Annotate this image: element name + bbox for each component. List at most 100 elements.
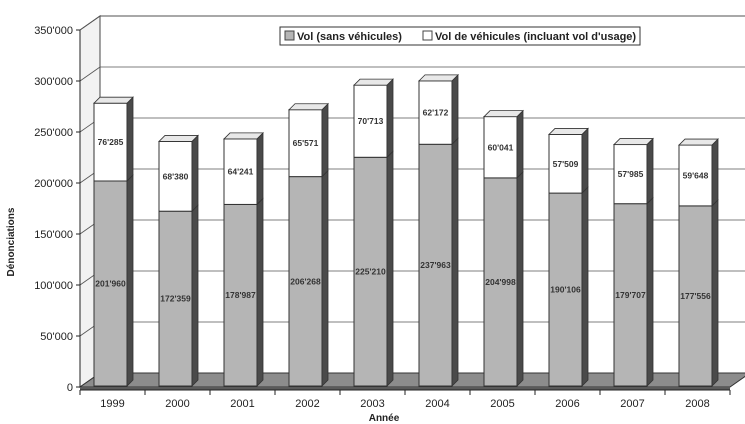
bar-theft <box>678 198 719 387</box>
bar-group-2003: 225'210 70'713 <box>353 78 394 387</box>
y-tick-label: 250'000 <box>34 127 73 139</box>
data-label-vehicle-theft: 68'380 <box>163 171 189 181</box>
bar-theft-side <box>191 204 199 387</box>
bar-theft-front <box>223 203 258 387</box>
data-label-vehicle-theft: 57'509 <box>553 159 579 169</box>
gridline-side <box>79 66 101 82</box>
bar-vehicle-theft-side <box>126 96 134 182</box>
x-tick-label: 2001 <box>230 398 254 410</box>
bar-top-cap <box>418 74 459 82</box>
y-axis: 0 50'000 100'000 150'000 200'000 250'000 300'0… <box>34 25 81 394</box>
data-label-vehicle-theft: 65'571 <box>293 138 319 148</box>
data-label-theft: 237'963 <box>420 260 451 270</box>
y-tick-label: 100'000 <box>34 280 73 292</box>
data-label-theft: 190'106 <box>550 285 581 295</box>
bar-theft <box>93 174 134 387</box>
y-tick-label: 150'000 <box>34 229 73 241</box>
legend-swatch-theft <box>284 30 295 41</box>
data-label-theft: 177'556 <box>680 291 711 301</box>
legend: Vol (sans véhicules) Vol de véhicules (i… <box>279 26 641 46</box>
bar-theft-front <box>678 205 713 387</box>
bar-vehicle-theft <box>288 102 329 178</box>
bar-group-2008: 177'556 59'648 <box>678 138 719 387</box>
legend-box <box>279 26 641 46</box>
bar-theft-side <box>321 169 329 387</box>
data-label-vehicle-theft: 62'172 <box>423 108 449 118</box>
legend-swatch-vehicle-theft <box>422 30 433 41</box>
bar-vehicle-theft-front <box>548 133 583 194</box>
bar-theft-side <box>516 170 524 387</box>
bar-top-cap <box>483 110 524 118</box>
bar-group-2006: 190'106 57'509 <box>548 127 589 387</box>
bar-vehicle-theft <box>223 131 264 206</box>
x-tick-label: 2008 <box>685 398 709 410</box>
y-tick-label: 0 <box>67 382 73 394</box>
legend-label-theft: Vol (sans véhicules) <box>297 31 402 43</box>
x-tick-label: 2004 <box>425 398 449 410</box>
bar-vehicle-theft-front <box>158 140 193 212</box>
data-label-theft: 206'268 <box>290 276 321 286</box>
bar-top-cap <box>613 138 654 145</box>
bar-theft <box>353 150 394 387</box>
x-tick-label: 2006 <box>555 398 579 410</box>
x-tick-label: 2002 <box>295 398 319 410</box>
bar-theft-side <box>711 198 719 387</box>
bar-top-cap <box>678 138 719 146</box>
bar-theft <box>223 197 264 387</box>
bar-group-2001: 178'987 64'241 <box>223 131 264 387</box>
bar-vehicle-theft-side <box>386 78 394 159</box>
bar-theft-side <box>386 150 394 387</box>
y-tick-label: 50'000 <box>40 331 73 343</box>
y-tick-label: 200'000 <box>34 178 73 190</box>
bar-vehicle-theft-side <box>646 137 654 205</box>
data-label-theft: 204'998 <box>485 277 516 287</box>
bar-theft <box>613 196 654 387</box>
bar-top-cap <box>288 103 329 111</box>
y-tick-label: 300'000 <box>34 76 73 88</box>
bar-top-cap <box>158 135 199 142</box>
bar-group-2004: 237'963 62'172 <box>418 73 459 387</box>
bar-theft-front <box>483 177 518 387</box>
data-label-vehicle-theft: 57'985 <box>618 169 644 179</box>
bar-top-cap <box>353 78 394 86</box>
bar-theft-front <box>93 180 128 387</box>
bar-vehicle-theft-side <box>191 134 199 213</box>
bar-top-cap <box>548 128 589 135</box>
bar-vehicle-theft-side <box>581 127 589 195</box>
x-tick-label: 1999 <box>100 398 124 410</box>
bar-theft-side <box>451 137 459 387</box>
x-axis: 1999 2000 2001 2002 2003 2004 2005 2006 2007 2008 <box>79 389 731 410</box>
bar-theft <box>483 170 524 387</box>
bar-vehicle-theft-side <box>711 138 719 207</box>
y-axis-title: Dénonciations <box>6 207 17 276</box>
bar-vehicle-theft-front <box>613 144 648 205</box>
bar-theft-side <box>646 196 654 387</box>
bar-group-2005: 204'998 60'041 <box>483 109 524 387</box>
data-label-vehicle-theft: 59'648 <box>683 170 709 180</box>
bar-theft-side <box>581 186 589 387</box>
bar-theft <box>548 186 589 387</box>
bar-theft-front <box>353 156 388 387</box>
bar-group-2007: 179'707 57'985 <box>613 137 654 387</box>
bar-theft-side <box>126 174 134 387</box>
bar-theft <box>418 137 459 387</box>
bar-vehicle-theft <box>93 96 134 182</box>
legend-label-vehicle-theft: Vol de véhicules (incluant vol d'usage) <box>435 31 636 43</box>
bar-vehicle-theft-side <box>516 109 524 179</box>
bar-vehicle-theft-side <box>451 73 459 146</box>
bar-group-2002: 206'268 65'571 <box>288 102 329 387</box>
bar-theft-front <box>158 210 193 387</box>
bar-theft <box>158 204 199 387</box>
data-label-vehicle-theft: 76'285 <box>98 137 124 147</box>
bar-vehicle-theft <box>548 127 589 195</box>
y-tick-label: 350'000 <box>34 25 73 37</box>
bar-vehicle-theft <box>158 134 199 213</box>
x-tick-label: 2007 <box>620 398 644 410</box>
bar-group-1999: 201'960 76'285 <box>93 96 134 387</box>
bar-vehicle-theft <box>613 137 654 205</box>
data-label-theft: 172'359 <box>160 294 191 304</box>
data-label-vehicle-theft: 60'041 <box>488 142 514 152</box>
data-label-theft: 201'960 <box>95 279 126 289</box>
x-tick-label: 2005 <box>490 398 514 410</box>
